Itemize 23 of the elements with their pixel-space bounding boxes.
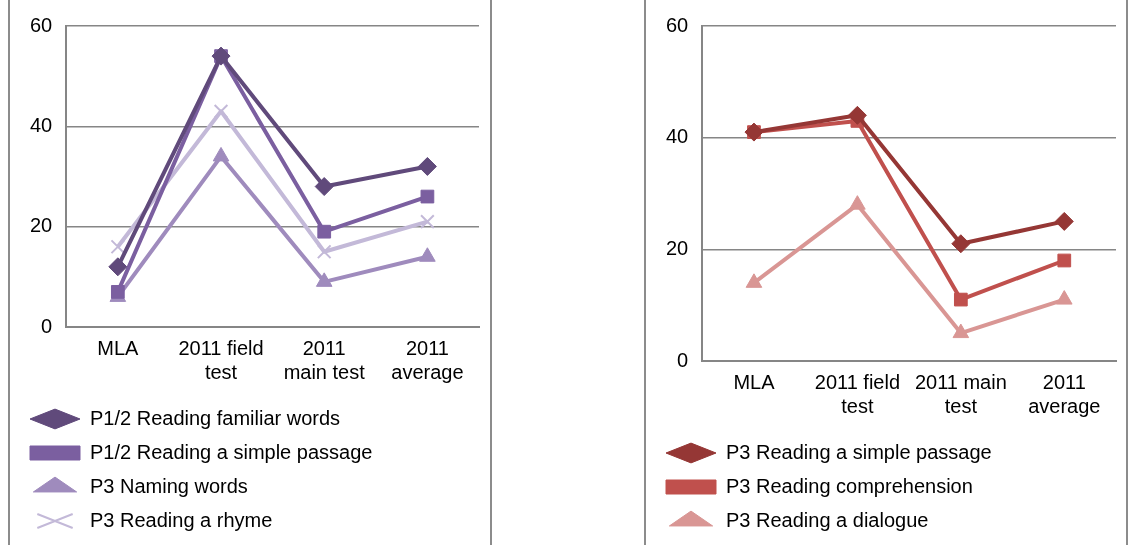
legend-label: P3 Reading a dialogue xyxy=(726,508,929,531)
y-tick-label: 40 xyxy=(30,113,53,136)
x-tick-label: 2011 field test xyxy=(178,336,264,383)
y-tick-label: 60 xyxy=(666,13,689,36)
legend-label: P3 Reading comprehension xyxy=(726,474,973,497)
y-tick-label: 40 xyxy=(666,125,689,148)
legend-label: P3 Reading a simple passage xyxy=(726,440,992,463)
x-tick-label: 2011 field test xyxy=(814,370,901,417)
y-tick-label: 60 xyxy=(30,13,53,36)
x-tick-label: 2011 main test xyxy=(914,370,1007,417)
x-tick-label: MLA xyxy=(733,370,776,393)
y-tick-label: 0 xyxy=(677,348,689,371)
legend-label: P3 Reading a rhyme xyxy=(90,508,273,531)
x-tick-label: 2011 average xyxy=(1028,370,1101,417)
y-tick-label: 0 xyxy=(41,314,53,337)
x-tick-label: MLA xyxy=(97,336,140,359)
x-tick-label: 2011 average xyxy=(391,336,464,383)
legend-label: P1/2 Reading familiar words xyxy=(90,406,341,429)
y-tick-label: 20 xyxy=(666,236,689,259)
y-tick-label: 20 xyxy=(30,214,53,237)
legend-label: P3 Naming words xyxy=(90,474,248,497)
x-tick-label: 2011 main test xyxy=(283,336,366,383)
legend-label: P1/2 Reading a simple passage xyxy=(90,440,373,463)
